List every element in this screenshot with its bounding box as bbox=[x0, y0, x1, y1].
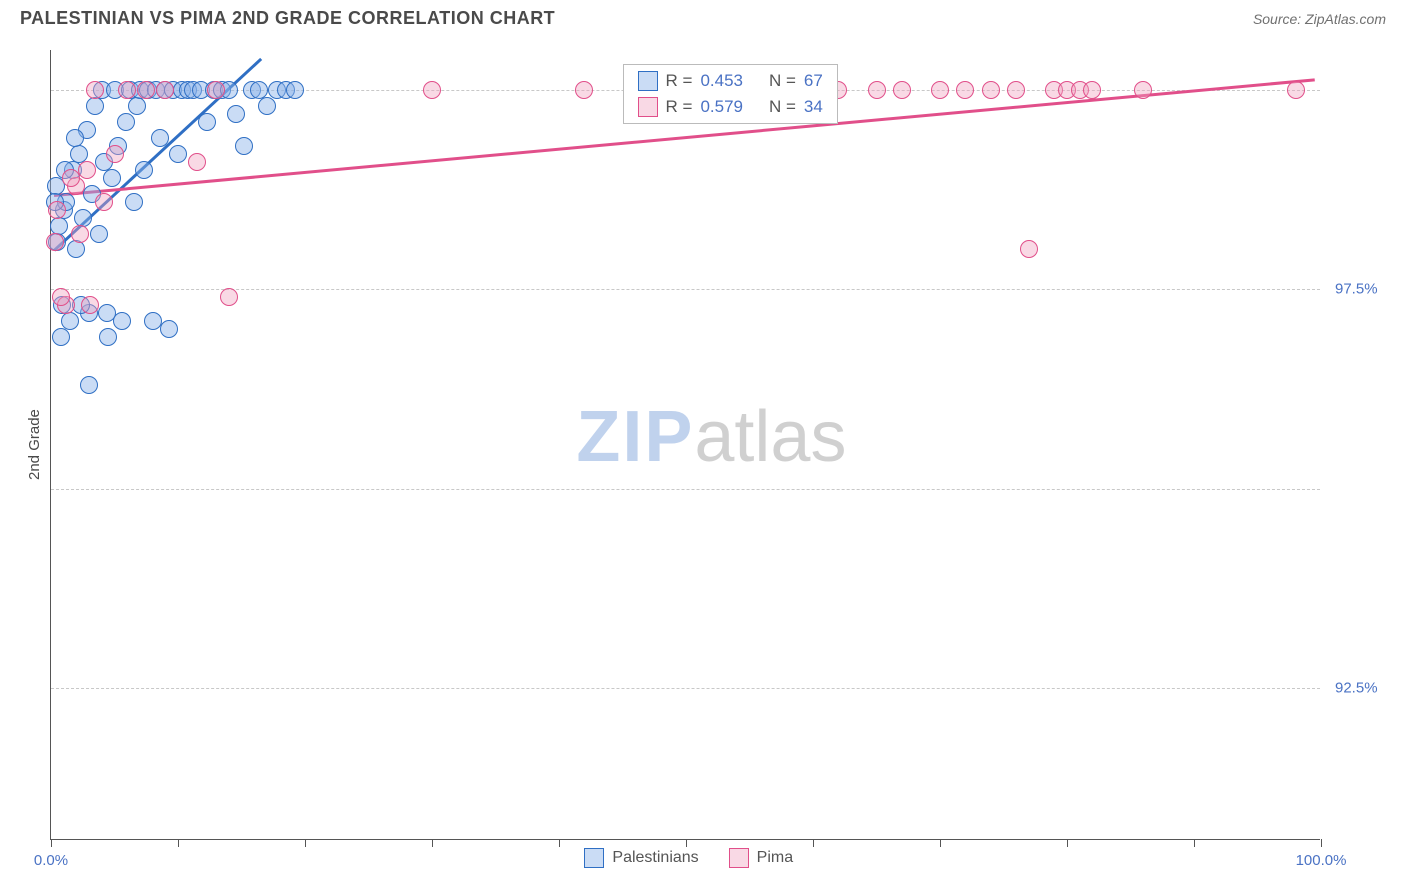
data-point bbox=[74, 209, 92, 227]
data-point bbox=[160, 320, 178, 338]
data-point bbox=[156, 81, 174, 99]
data-point bbox=[62, 169, 80, 187]
data-point bbox=[48, 201, 66, 219]
x-tick bbox=[686, 839, 687, 847]
legend-row: R = 0.453 N = 67 bbox=[624, 68, 837, 94]
y-tick-label: 97.5% bbox=[1335, 281, 1378, 298]
data-point bbox=[1020, 240, 1038, 258]
x-tick bbox=[432, 839, 433, 847]
data-point bbox=[67, 240, 85, 258]
data-point bbox=[90, 225, 108, 243]
data-point bbox=[1287, 81, 1305, 99]
x-tick bbox=[559, 839, 560, 847]
data-point bbox=[80, 376, 98, 394]
r-value: 0.579 bbox=[700, 97, 743, 117]
legend-label: Pima bbox=[757, 849, 793, 867]
chart-source: Source: ZipAtlas.com bbox=[1253, 11, 1386, 27]
data-point bbox=[198, 113, 216, 131]
x-tick bbox=[51, 839, 52, 847]
plot-area: 92.5%97.5%0.0%100.0%ZIPatlasR =0.453N =6… bbox=[50, 50, 1320, 840]
data-point bbox=[135, 161, 153, 179]
data-point bbox=[144, 312, 162, 330]
gridline bbox=[51, 688, 1320, 689]
legend-item: Palestinians bbox=[584, 848, 698, 868]
x-tick-label: 100.0% bbox=[1296, 852, 1347, 869]
legend-swatch bbox=[584, 848, 604, 868]
correlation-legend: R = 0.453 N = 67 R = 0.579 N = 34 bbox=[623, 64, 838, 124]
gridline bbox=[51, 289, 1320, 290]
r-label: R = bbox=[666, 71, 693, 91]
data-point bbox=[956, 81, 974, 99]
x-tick bbox=[813, 839, 814, 847]
x-tick bbox=[178, 839, 179, 847]
data-point bbox=[169, 145, 187, 163]
data-point bbox=[61, 312, 79, 330]
data-point bbox=[982, 81, 1000, 99]
data-point bbox=[258, 97, 276, 115]
x-tick bbox=[1194, 839, 1195, 847]
data-point bbox=[86, 97, 104, 115]
n-value: 34 bbox=[804, 97, 823, 117]
data-point bbox=[220, 288, 238, 306]
data-point bbox=[95, 193, 113, 211]
data-point bbox=[128, 97, 146, 115]
data-point bbox=[118, 81, 136, 99]
data-point bbox=[286, 81, 304, 99]
r-label: R = bbox=[666, 97, 693, 117]
gridline bbox=[51, 489, 1320, 490]
chart-container: 92.5%97.5%0.0%100.0%ZIPatlasR =0.453N =6… bbox=[50, 50, 1390, 840]
data-point bbox=[235, 137, 253, 155]
data-point bbox=[66, 129, 84, 147]
legend-swatch bbox=[729, 848, 749, 868]
data-point bbox=[125, 193, 143, 211]
data-point bbox=[188, 153, 206, 171]
x-tick bbox=[1067, 839, 1068, 847]
data-point bbox=[117, 113, 135, 131]
r-value: 0.453 bbox=[700, 71, 743, 91]
legend-label: Palestinians bbox=[612, 849, 698, 867]
legend-swatch bbox=[638, 97, 658, 117]
chart-header: PALESTINIAN VS PIMA 2ND GRADE CORRELATIO… bbox=[0, 0, 1406, 39]
data-point bbox=[103, 169, 121, 187]
data-point bbox=[106, 145, 124, 163]
data-point bbox=[52, 328, 70, 346]
data-point bbox=[931, 81, 949, 99]
data-point bbox=[137, 81, 155, 99]
data-point bbox=[1134, 81, 1152, 99]
series-legend: Palestinians Pima bbox=[584, 848, 793, 868]
data-point bbox=[46, 233, 64, 251]
x-tick bbox=[940, 839, 941, 847]
n-value: 67 bbox=[804, 71, 823, 91]
data-point bbox=[227, 105, 245, 123]
data-point bbox=[86, 81, 104, 99]
data-point bbox=[98, 304, 116, 322]
watermark: ZIPatlas bbox=[576, 396, 846, 478]
data-point bbox=[151, 129, 169, 147]
legend-swatch bbox=[638, 71, 658, 91]
legend-row: R = 0.579 N = 34 bbox=[624, 94, 837, 120]
data-point bbox=[207, 81, 225, 99]
data-point bbox=[423, 81, 441, 99]
legend-item: Pima bbox=[729, 848, 793, 868]
data-point bbox=[1007, 81, 1025, 99]
data-point bbox=[575, 81, 593, 99]
data-point bbox=[893, 81, 911, 99]
y-tick-label: 92.5% bbox=[1335, 680, 1378, 697]
y-axis-title: 2nd Grade bbox=[26, 409, 43, 480]
chart-title: PALESTINIAN VS PIMA 2ND GRADE CORRELATIO… bbox=[20, 8, 555, 29]
n-label: N = bbox=[769, 71, 796, 91]
data-point bbox=[71, 225, 89, 243]
x-tick bbox=[305, 839, 306, 847]
x-tick-label: 0.0% bbox=[34, 852, 68, 869]
data-point bbox=[81, 296, 99, 314]
x-tick bbox=[1321, 839, 1322, 847]
data-point bbox=[1083, 81, 1101, 99]
data-point bbox=[113, 312, 131, 330]
n-label: N = bbox=[769, 97, 796, 117]
data-point bbox=[868, 81, 886, 99]
data-point bbox=[99, 328, 117, 346]
data-point bbox=[52, 288, 70, 306]
